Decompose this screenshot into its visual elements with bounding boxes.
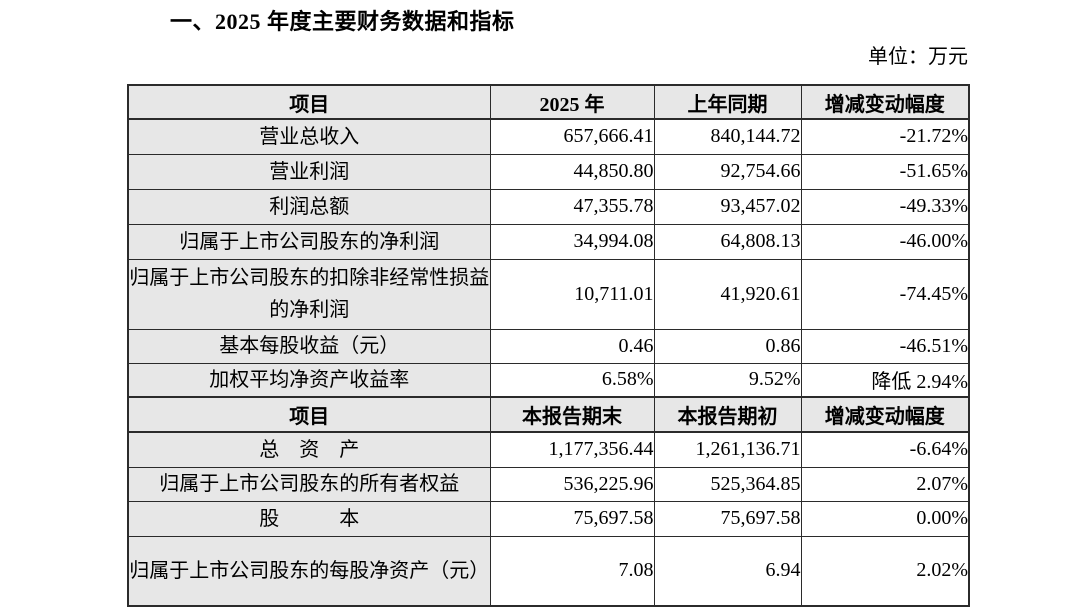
value-prior: 64,808.13 [653, 223, 802, 260]
row-label: 利润总额 [127, 188, 491, 225]
value-change: -21.72% [800, 118, 970, 155]
value-current: 10,711.01 [489, 258, 655, 330]
table-row: 利润总额 47,355.78 93,457.02 -49.33% [127, 188, 970, 225]
page-title: 一、2025 年度主要财务数据和指标 [170, 9, 515, 34]
header-current-period: 本报告期末 [489, 396, 655, 433]
table-row: 归属于上市公司股东的净利润 34,994.08 64,808.13 -46.00… [127, 223, 970, 260]
table-header-row: 项目 本报告期末 本报告期初 增减变动幅度 [127, 396, 970, 433]
value-change: -6.64% [800, 431, 970, 468]
value-current: 75,697.58 [489, 500, 655, 537]
table-row: 营业利润 44,850.80 92,754.66 -51.65% [127, 153, 970, 190]
row-label: 归属于上市公司股东的扣除非经常性损益的净利润 [127, 258, 491, 330]
value-prior: 9.52% [653, 362, 802, 398]
header-prior-period: 上年同期 [653, 84, 802, 120]
value-prior: 41,920.61 [653, 258, 802, 330]
value-change: -74.45% [800, 258, 970, 330]
unit-label: 单位：万元 [868, 46, 968, 68]
value-change: 2.02% [800, 535, 970, 607]
value-prior: 92,754.66 [653, 153, 802, 190]
header-item: 项目 [127, 396, 491, 433]
row-label: 总 资 产 [127, 431, 491, 468]
value-change: -51.65% [800, 153, 970, 190]
row-label: 营业利润 [127, 153, 491, 190]
value-current: 34,994.08 [489, 223, 655, 260]
header-prior-period: 本报告期初 [653, 396, 802, 433]
header-change: 增减变动幅度 [800, 84, 970, 120]
financial-data-table: 项目 2025 年 上年同期 增减变动幅度 营业总收入 657,666.41 8… [127, 84, 970, 607]
value-current: 536,225.96 [489, 466, 655, 502]
table-row: 总 资 产 1,177,356.44 1,261,136.71 -6.64% [127, 431, 970, 468]
row-label: 归属于上市公司股东的所有者权益 [127, 466, 491, 502]
value-current: 0.46 [489, 328, 655, 364]
value-current: 7.08 [489, 535, 655, 607]
header-current-period: 2025 年 [489, 84, 655, 120]
table-row: 股 本 75,697.58 75,697.58 0.00% [127, 500, 970, 537]
value-change: -49.33% [800, 188, 970, 225]
table-row: 归属于上市公司股东的每股净资产（元） 7.08 6.94 2.02% [127, 535, 970, 607]
table-row: 归属于上市公司股东的扣除非经常性损益的净利润 10,711.01 41,920.… [127, 258, 970, 330]
value-current: 1,177,356.44 [489, 431, 655, 468]
table-row: 加权平均净资产收益率 6.58% 9.52% 降低 2.94% [127, 362, 970, 398]
row-label: 营业总收入 [127, 118, 491, 155]
row-label: 股 本 [127, 500, 491, 537]
value-prior: 525,364.85 [653, 466, 802, 502]
value-prior: 840,144.72 [653, 118, 802, 155]
table-row: 基本每股收益（元） 0.46 0.86 -46.51% [127, 328, 970, 364]
value-current: 657,666.41 [489, 118, 655, 155]
table-header-row: 项目 2025 年 上年同期 增减变动幅度 [127, 84, 970, 120]
value-change: 0.00% [800, 500, 970, 537]
row-label: 归属于上市公司股东的每股净资产（元） [127, 535, 491, 607]
value-change: 2.07% [800, 466, 970, 502]
value-prior: 6.94 [653, 535, 802, 607]
row-label: 加权平均净资产收益率 [127, 362, 491, 398]
row-label: 基本每股收益（元） [127, 328, 491, 364]
value-prior: 93,457.02 [653, 188, 802, 225]
value-prior: 0.86 [653, 328, 802, 364]
value-current: 47,355.78 [489, 188, 655, 225]
value-current: 6.58% [489, 362, 655, 398]
header-change: 增减变动幅度 [800, 396, 970, 433]
table-row: 归属于上市公司股东的所有者权益 536,225.96 525,364.85 2.… [127, 466, 970, 502]
value-change: 降低 2.94% [800, 362, 970, 398]
row-label: 归属于上市公司股东的净利润 [127, 223, 491, 260]
value-change: -46.51% [800, 328, 970, 364]
table-row: 营业总收入 657,666.41 840,144.72 -21.72% [127, 118, 970, 155]
value-current: 44,850.80 [489, 153, 655, 190]
header-item: 项目 [127, 84, 491, 120]
value-prior: 75,697.58 [653, 500, 802, 537]
value-change: -46.00% [800, 223, 970, 260]
value-prior: 1,261,136.71 [653, 431, 802, 468]
